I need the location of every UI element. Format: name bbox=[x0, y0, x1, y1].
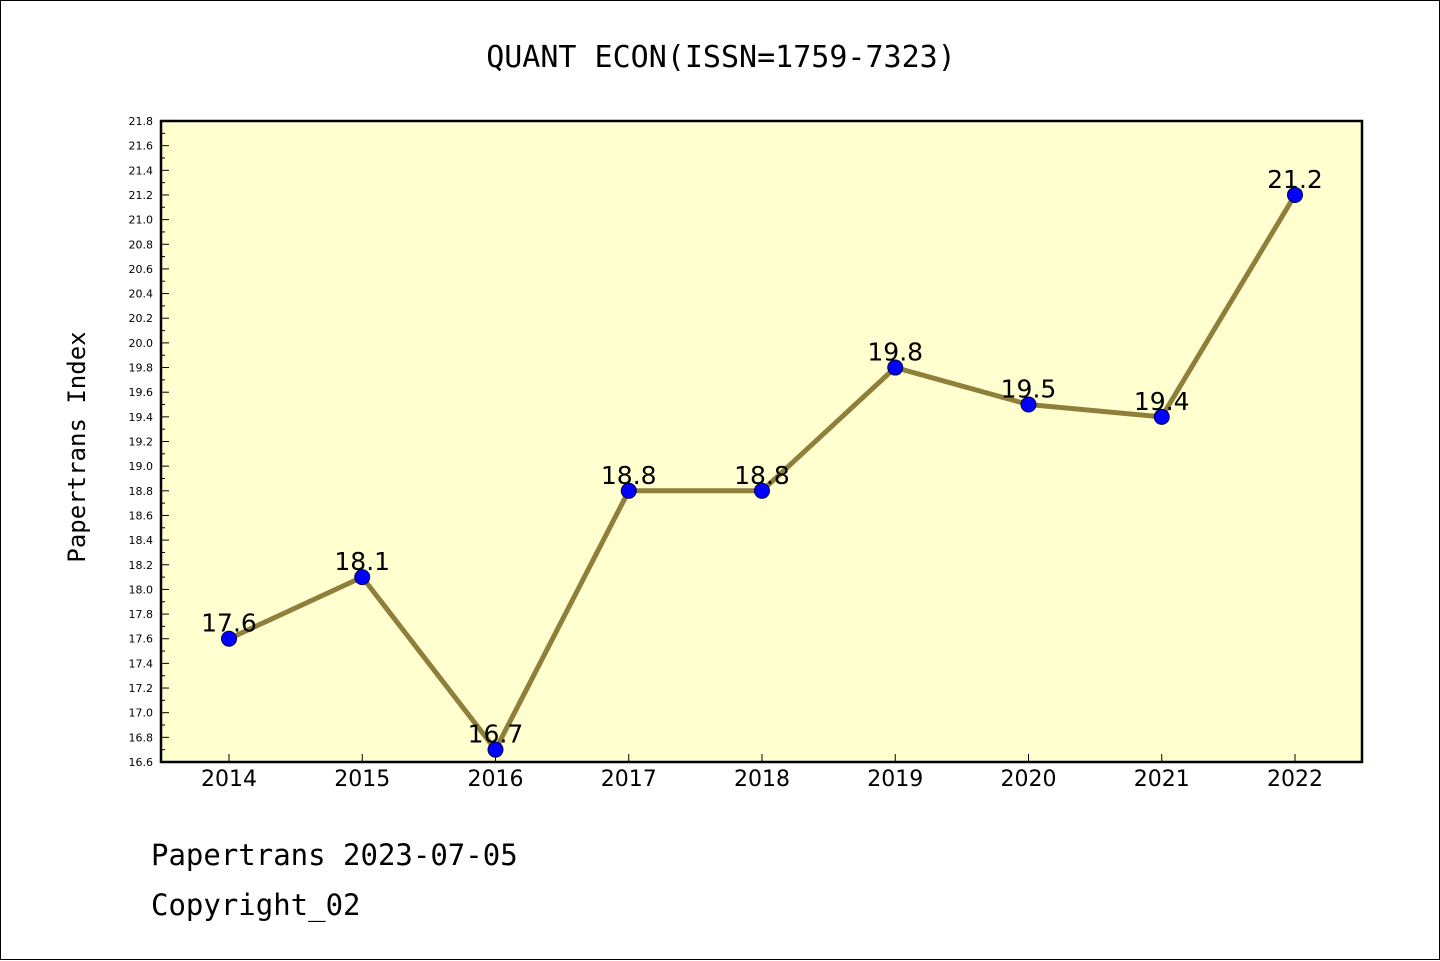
x-tick-label: 2015 bbox=[334, 767, 390, 792]
data-point bbox=[354, 569, 371, 586]
y-tick-label: 17.8 bbox=[129, 608, 154, 621]
y-tick-label: 17.6 bbox=[129, 633, 154, 646]
y-tick-label: 21.0 bbox=[129, 214, 154, 227]
y-tick-label: 21.4 bbox=[129, 164, 154, 177]
y-tick-label: 18.6 bbox=[129, 509, 154, 522]
x-tick-label: 2022 bbox=[1267, 767, 1323, 792]
y-tick-label: 16.8 bbox=[129, 731, 154, 744]
plot-border bbox=[159, 119, 1364, 764]
y-tick-label: 17.0 bbox=[129, 707, 154, 720]
y-tick-label: 19.2 bbox=[129, 436, 154, 449]
y-tick-label: 19.8 bbox=[129, 362, 154, 375]
data-point bbox=[887, 359, 904, 376]
x-axis: 2014 2015 2016 2017 2018 2019 2020 2021 2022 bbox=[201, 754, 1323, 792]
y-tick-label: 20.6 bbox=[129, 263, 154, 276]
y-tick-label: 20.2 bbox=[129, 312, 154, 325]
plot-area bbox=[161, 121, 1362, 762]
data-point bbox=[1153, 408, 1170, 425]
data-label: 18.8 bbox=[601, 461, 657, 490]
y-axis: 16.6 16.8 17.0 17.2 17.4 17.6 17.8 18.0 18.2 18.4… bbox=[129, 115, 169, 769]
data-point bbox=[1020, 396, 1037, 413]
y-tick-label: 21.2 bbox=[129, 189, 154, 202]
x-tick-label: 2016 bbox=[468, 767, 524, 792]
y-tick-label: 17.4 bbox=[129, 657, 154, 670]
data-label: 17.6 bbox=[201, 609, 257, 638]
y-tick-label: 18.8 bbox=[129, 485, 154, 498]
footer-date: Papertrans 2023-07-05 bbox=[151, 838, 518, 872]
footer-copyright: Copyright_02 bbox=[151, 888, 361, 923]
x-tick-label: 2017 bbox=[601, 767, 657, 792]
y-tick-label: 19.6 bbox=[129, 386, 154, 399]
series-line-group bbox=[221, 186, 1303, 758]
data-labels-group: 17.6 18.1 16.7 18.8 18.8 19.8 19.5 19.4 21.2 bbox=[201, 165, 1323, 749]
y-tick-label: 18.4 bbox=[129, 534, 154, 547]
data-point bbox=[754, 482, 770, 499]
y-tick-label: 20.8 bbox=[129, 238, 154, 251]
data-label: 16.7 bbox=[468, 720, 524, 749]
data-point bbox=[487, 741, 504, 758]
x-tick-label: 2014 bbox=[201, 767, 257, 792]
y-tick-label: 19.4 bbox=[129, 411, 154, 424]
x-tick-label: 2019 bbox=[867, 767, 923, 792]
y-axis-label: Papertrans Index bbox=[63, 331, 91, 562]
data-label: 19.4 bbox=[1134, 387, 1190, 416]
data-point bbox=[620, 482, 637, 499]
y-tick-label: 19.0 bbox=[129, 460, 154, 473]
chart-title: QUANT ECON(ISSN=1759-7323) bbox=[486, 40, 956, 75]
data-point bbox=[221, 630, 237, 647]
data-label: 21.2 bbox=[1267, 165, 1323, 194]
x-tick-label: 2020 bbox=[1001, 767, 1057, 792]
y-tick-label: 17.2 bbox=[129, 682, 154, 695]
data-label: 18.8 bbox=[734, 461, 790, 490]
y-tick-label: 21.6 bbox=[129, 140, 154, 153]
x-tick-label: 2018 bbox=[734, 767, 790, 792]
y-tick-label: 16.6 bbox=[129, 756, 154, 769]
data-label: 19.5 bbox=[1001, 375, 1057, 404]
data-point bbox=[1287, 186, 1303, 203]
data-label: 18.1 bbox=[334, 547, 390, 576]
y-tick-label: 20.0 bbox=[129, 337, 154, 350]
y-tick-label: 18.0 bbox=[129, 583, 154, 596]
y-tick-label: 18.2 bbox=[129, 559, 154, 572]
x-tick-label: 2021 bbox=[1134, 767, 1190, 792]
data-label: 19.8 bbox=[867, 338, 923, 367]
y-tick-label: 20.4 bbox=[129, 288, 154, 301]
y-tick-label: 21.8 bbox=[129, 115, 154, 128]
